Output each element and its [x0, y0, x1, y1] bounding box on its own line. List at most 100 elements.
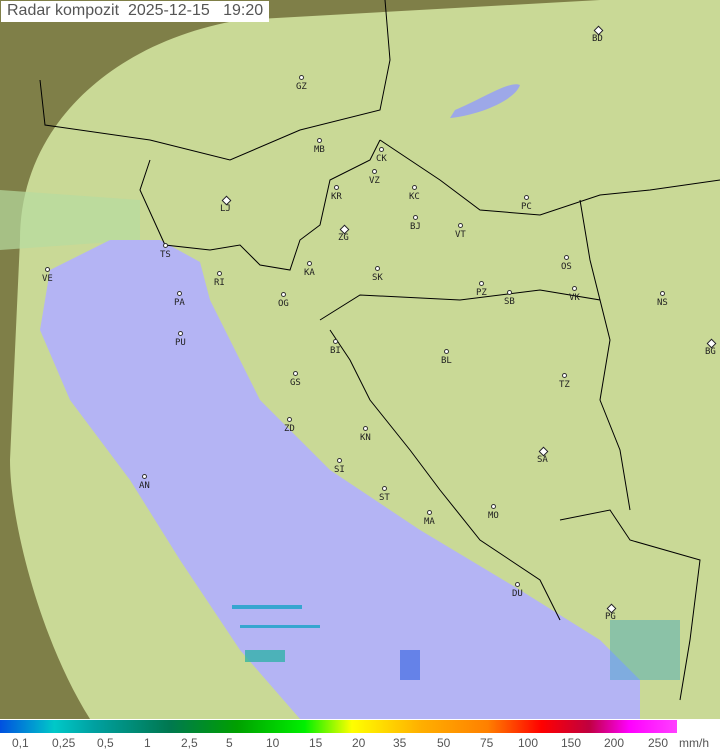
city-label: BD	[592, 34, 603, 44]
city-marker	[564, 255, 569, 260]
city-label: BI	[330, 346, 341, 356]
legend-tick: 5	[226, 736, 233, 750]
city-marker	[444, 349, 449, 354]
city-marker	[217, 271, 222, 276]
city-marker	[363, 426, 368, 431]
city-marker	[412, 185, 417, 190]
legend-tick: 150	[561, 736, 582, 750]
city-label: NS	[657, 298, 668, 308]
city-marker	[458, 223, 463, 228]
legend-tick: 20	[352, 736, 366, 750]
city-marker	[307, 261, 312, 266]
city-label: SA	[537, 455, 548, 465]
city-marker	[337, 458, 342, 463]
city-label: KN	[360, 433, 371, 443]
city-label: AN	[139, 481, 150, 491]
legend-tick: 100	[518, 736, 539, 750]
legend-tick: 35	[393, 736, 407, 750]
city-label: SI	[334, 465, 345, 475]
city-marker	[507, 290, 512, 295]
adriatic-sea	[40, 240, 640, 719]
legend-tick: 0,1	[12, 736, 29, 750]
city-label: VT	[455, 230, 466, 240]
legend-tick: 15	[309, 736, 323, 750]
city-marker	[479, 281, 484, 286]
city-label: DU	[512, 589, 523, 599]
precipitation-legend: 0,1 0,25 0,5 1 2,5 5 10 15 20 35 50 75 100 150 200 250 m…	[0, 719, 720, 751]
city-label: PZ	[476, 288, 487, 298]
radar-map[interactable]: BD GZ MB CK VZ KR KC PC LJ ZG BJ VT TS KA SK OS VE RI PA OG…	[0, 0, 720, 719]
legend-tick: 2,5	[181, 736, 198, 750]
legend-tick: 50	[437, 736, 451, 750]
city-marker	[299, 75, 304, 80]
map-background	[0, 0, 720, 719]
city-label: BL	[441, 356, 452, 366]
city-label: ZD	[284, 424, 295, 434]
city-label: PA	[174, 298, 185, 308]
city-marker	[163, 243, 168, 248]
city-label: PC	[521, 202, 532, 212]
city-label: KA	[304, 268, 315, 278]
legend-tick: 75	[480, 736, 494, 750]
city-label: KR	[331, 192, 342, 202]
legend-tick: 0,25	[52, 736, 76, 750]
legend-tick: 1	[144, 736, 151, 750]
city-label: TZ	[559, 380, 570, 390]
city-label: MB	[314, 145, 325, 155]
city-marker	[524, 195, 529, 200]
city-marker	[287, 417, 292, 422]
city-marker	[382, 486, 387, 491]
city-marker	[379, 147, 384, 152]
city-marker	[562, 373, 567, 378]
color-scale-bar	[0, 720, 677, 733]
city-marker	[660, 291, 665, 296]
city-label: ZG	[338, 233, 349, 243]
city-marker	[293, 371, 298, 376]
city-label: OS	[561, 262, 572, 272]
city-marker	[515, 582, 520, 587]
city-label: ST	[379, 493, 390, 503]
city-marker	[177, 291, 182, 296]
city-marker	[491, 504, 496, 509]
city-label: VK	[569, 293, 580, 303]
city-marker	[178, 331, 183, 336]
city-label: OG	[278, 299, 289, 309]
city-label: GS	[290, 378, 301, 388]
city-marker	[333, 339, 338, 344]
legend-tick: 0,5	[97, 736, 114, 750]
city-label: GZ	[296, 82, 307, 92]
city-label: PU	[175, 338, 186, 348]
city-marker	[372, 169, 377, 174]
city-label: RI	[214, 278, 225, 288]
city-label: PG	[605, 612, 616, 622]
city-label: BJ	[410, 222, 421, 232]
city-label: LJ	[220, 204, 231, 214]
city-label: MA	[424, 517, 435, 527]
city-marker	[413, 215, 418, 220]
city-label: VE	[42, 274, 53, 284]
legend-tick: 10	[266, 736, 280, 750]
city-marker	[427, 510, 432, 515]
legend-tick: 200	[604, 736, 625, 750]
city-label: BG	[705, 347, 716, 357]
city-marker	[572, 286, 577, 291]
city-marker	[45, 267, 50, 272]
city-marker	[375, 266, 380, 271]
legend-unit: mm/h	[679, 736, 709, 750]
map-title: Radar kompozit 2025-12-15 19:20	[1, 1, 270, 22]
city-label: TS	[160, 250, 171, 260]
city-label: KC	[409, 192, 420, 202]
city-label: SK	[372, 273, 383, 283]
city-label: VZ	[369, 176, 380, 186]
city-marker	[317, 138, 322, 143]
legend-tick: 250	[648, 736, 669, 750]
city-marker	[142, 474, 147, 479]
city-marker	[334, 185, 339, 190]
city-label: CK	[376, 154, 387, 164]
borders	[39, 0, 720, 701]
city-label: SB	[504, 297, 515, 307]
radar-echoes	[232, 605, 680, 680]
city-label: MO	[488, 511, 499, 521]
city-marker	[281, 292, 286, 297]
lake-balaton	[450, 84, 520, 118]
